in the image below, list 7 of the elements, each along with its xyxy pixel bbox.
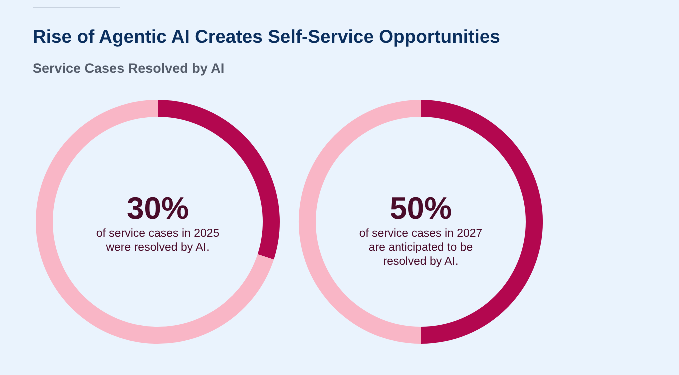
text: of service cases in 2027 are anticipated to be resolved by AI. <box>359 228 483 268</box>
data-label: 50% <box>390 191 452 226</box>
chart-title: Rise of Agentic AI Creates Self-Service Opportunities <box>33 26 500 47</box>
chart-subtitle: Service Cases Resolved by AI <box>33 61 225 76</box>
text: of service cases in 2025 were resolved by AI. <box>96 228 220 254</box>
donut-slice <box>36 100 274 344</box>
data-label: 30% <box>126 191 190 226</box>
